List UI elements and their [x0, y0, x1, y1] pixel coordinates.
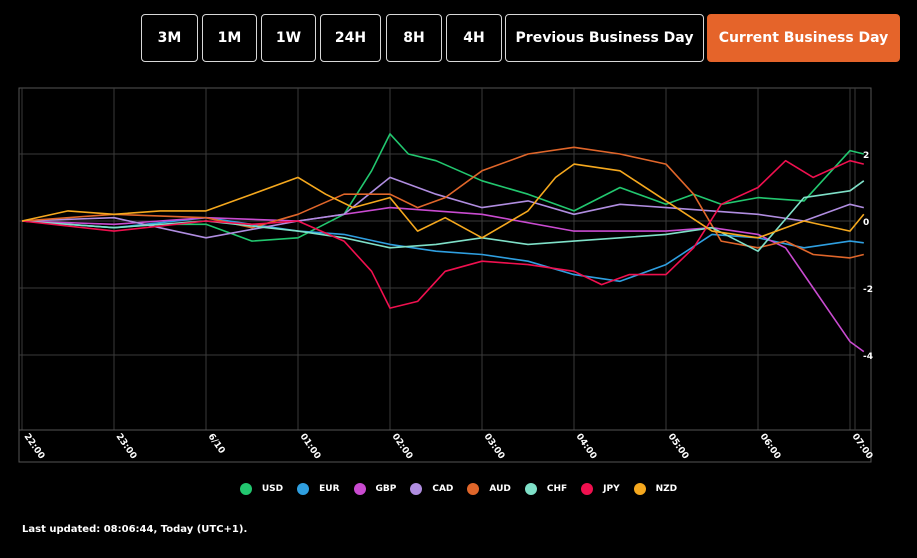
range-button-current-business-day[interactable]: Current Business Day — [707, 14, 900, 62]
legend-label: CHF — [546, 484, 568, 494]
y-tick-label: -4 — [863, 352, 873, 362]
legend-dot — [467, 483, 480, 495]
chart-legend: USD EUR GBP CAD AUD CHF JPY NZD — [0, 483, 917, 495]
fx-strength-chart: 22:00 23:00 6/10 01:00 02:00 03:00 04:00 05:00 0… — [18, 87, 875, 463]
legend-item-nzd[interactable]: NZD — [633, 483, 678, 495]
legend-dot — [581, 483, 594, 495]
legend-label: NZD — [655, 484, 678, 494]
y-tick-label: 0 — [863, 218, 869, 228]
legend-label: USD — [261, 484, 284, 494]
last-updated-text: Last updated: 08:06:44, Today (UTC+1). — [22, 524, 248, 535]
legend-dot — [239, 483, 252, 495]
series-line-gbp — [21, 206, 865, 353]
legend-item-eur[interactable]: EUR — [297, 483, 340, 495]
series-line-nzd — [21, 163, 865, 239]
legend-item-jpy[interactable]: JPY — [581, 483, 620, 495]
legend-item-chf[interactable]: CHF — [524, 483, 568, 495]
x-tick-label: 03:00 — [482, 432, 507, 461]
x-tick-label: 04:00 — [574, 432, 599, 461]
range-button-4h[interactable]: 4H — [446, 14, 502, 62]
legend-item-usd[interactable]: USD — [239, 483, 284, 495]
legend-dot — [633, 483, 646, 495]
series-line-cad — [21, 176, 864, 239]
legend-item-cad[interactable]: CAD — [410, 483, 453, 495]
legend-dot — [410, 483, 423, 495]
x-tick-label: 02:00 — [390, 432, 415, 461]
legend-label: GBP — [375, 484, 397, 494]
plot-border — [18, 87, 872, 463]
legend-label: JPY — [603, 484, 620, 494]
x-tick-label: 23:00 — [114, 432, 139, 461]
x-tick-label: 01:00 — [298, 432, 323, 461]
x-tick-label: 07:00 — [850, 432, 875, 461]
range-button-previous-business-day[interactable]: Previous Business Day — [505, 14, 704, 62]
series-line-jpy — [21, 159, 864, 309]
legend-dot — [524, 483, 537, 495]
range-button-1w[interactable]: 1W — [261, 14, 316, 62]
x-tick-label: 22:00 — [22, 432, 47, 461]
x-tick-label: 6/10 — [206, 432, 227, 456]
series-line-chf — [21, 180, 865, 252]
legend-item-aud[interactable]: AUD — [467, 483, 511, 495]
legend-label: EUR — [319, 484, 340, 494]
range-button-24h[interactable]: 24H — [320, 14, 381, 62]
range-button-8h[interactable]: 8H — [386, 14, 442, 62]
series-line-usd — [21, 133, 864, 242]
range-button-3m[interactable]: 3M — [141, 14, 198, 62]
legend-label: AUD — [489, 484, 511, 494]
legend-item-gbp[interactable]: GBP — [353, 483, 397, 495]
legend-label: CAD — [432, 484, 454, 494]
legend-dot — [353, 483, 366, 495]
legend-dot — [297, 483, 310, 495]
y-tick-label: 2 — [863, 151, 869, 161]
x-tick-label: 06:00 — [758, 432, 783, 461]
y-tick-label: -2 — [863, 285, 873, 295]
range-button-1m[interactable]: 1M — [202, 14, 257, 62]
x-tick-label: 05:00 — [666, 432, 691, 461]
